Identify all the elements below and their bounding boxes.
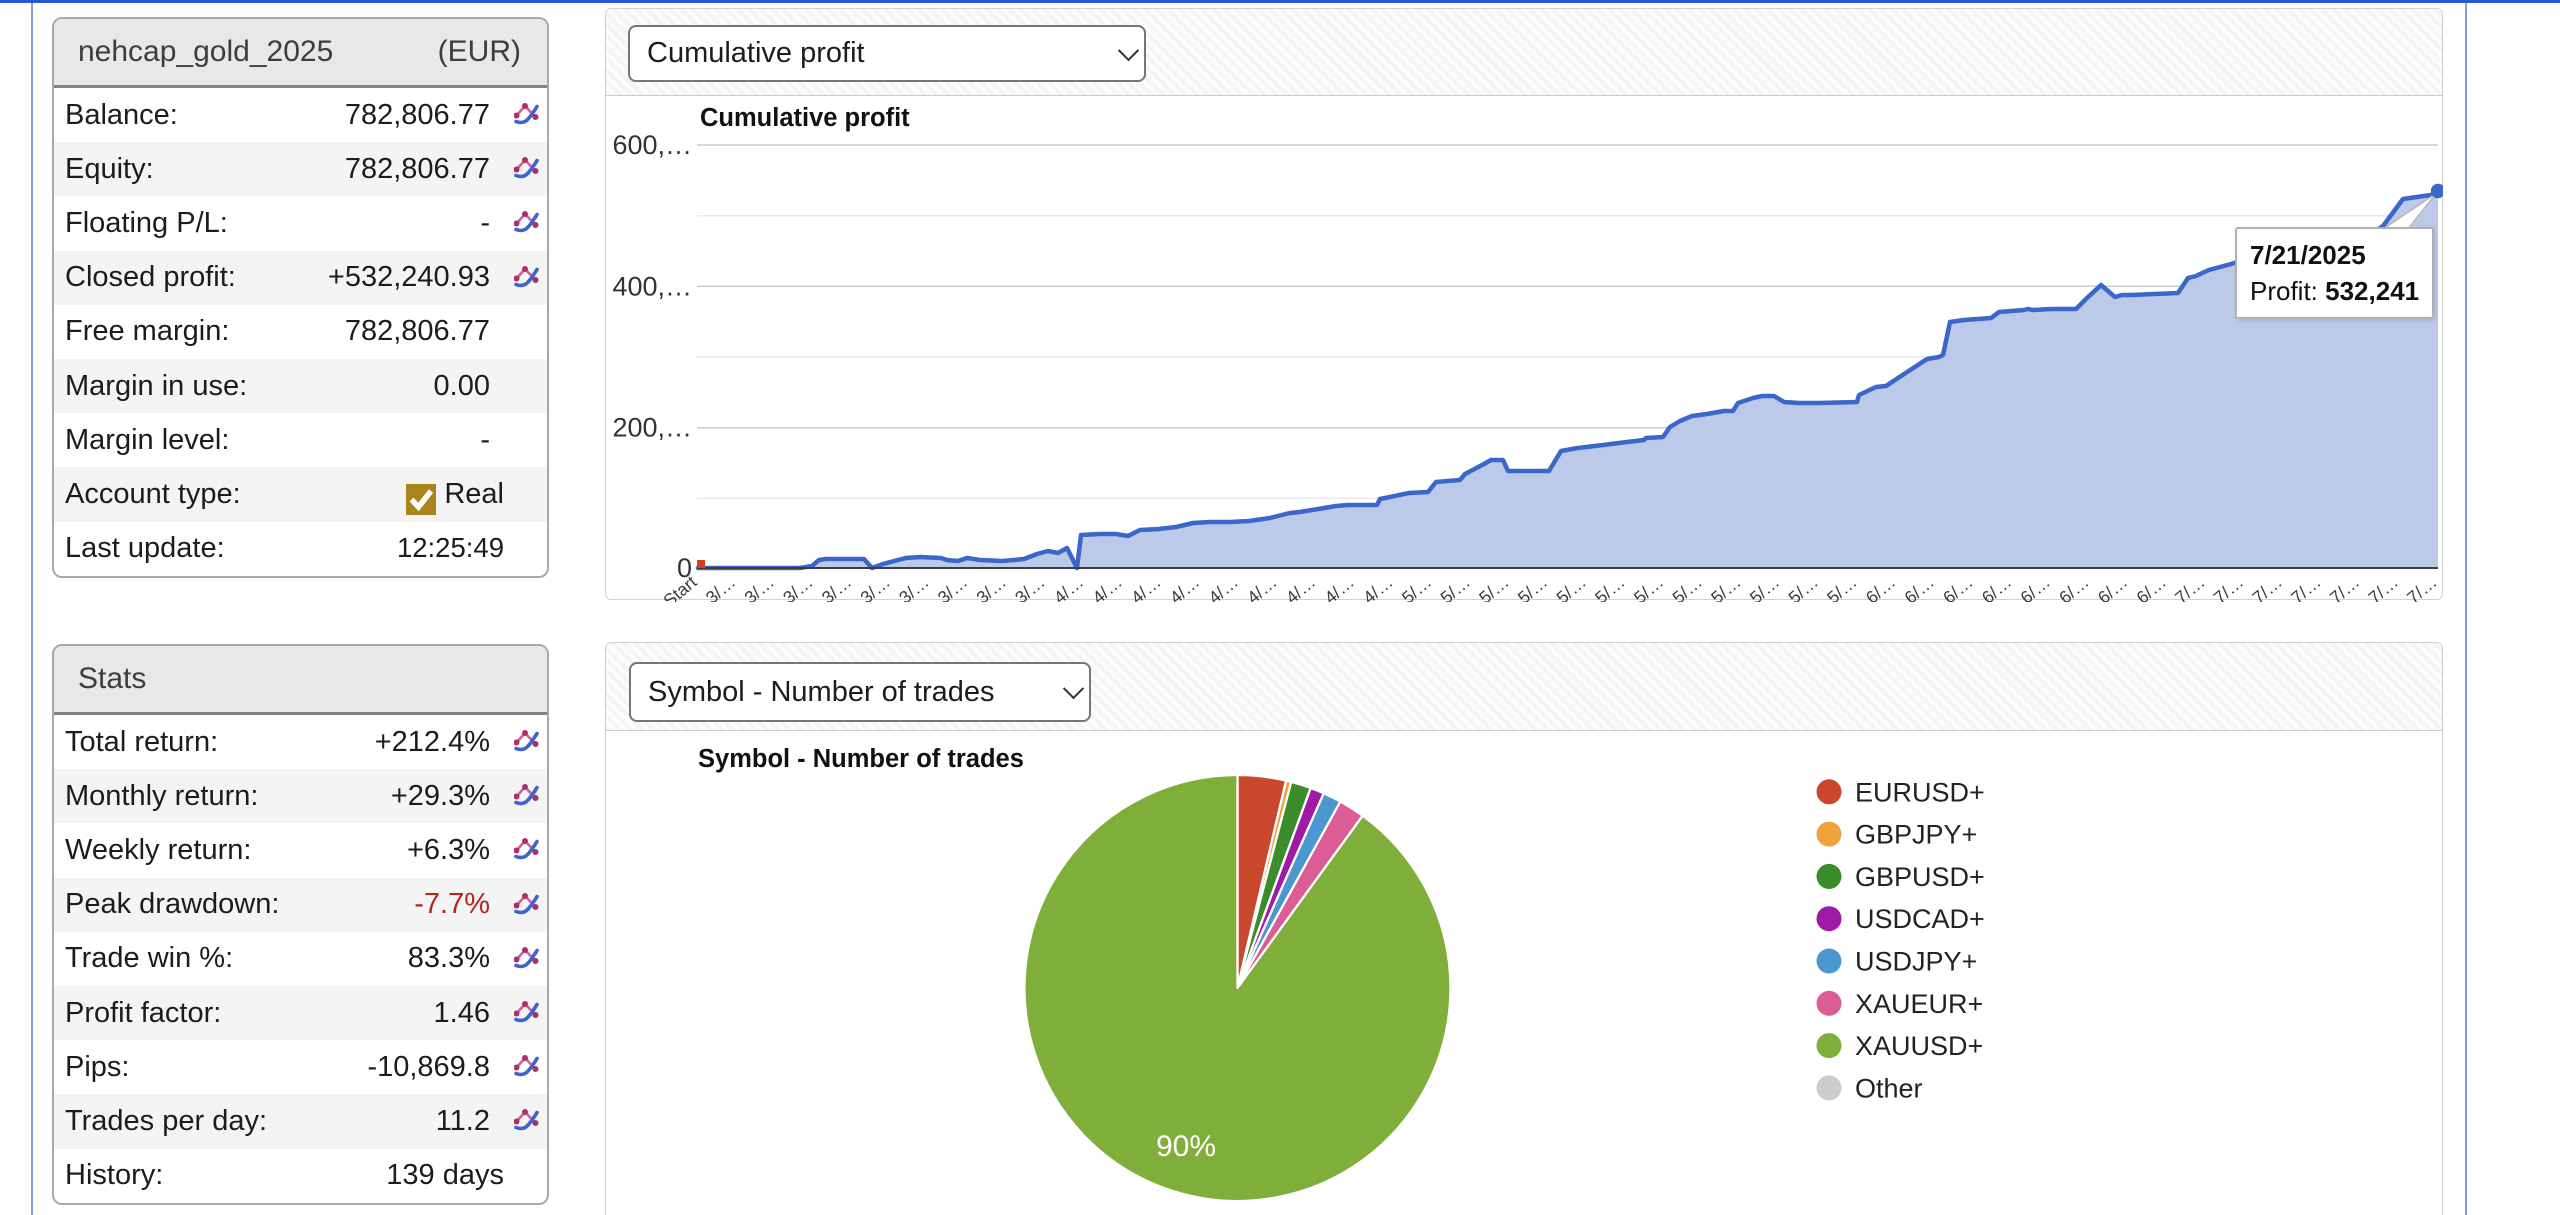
svg-text:5/…: 5/… (1668, 572, 1705, 602)
svg-text:7/…: 7/… (2248, 572, 2285, 602)
svg-text:6/…: 6/… (1939, 572, 1976, 602)
svg-text:GBPJPY+: GBPJPY+ (1855, 820, 1977, 850)
svg-text:7/…: 7/… (2326, 572, 2363, 602)
svg-text:5/…: 5/… (1707, 572, 1744, 602)
svg-text:3/…: 3/… (895, 572, 932, 602)
svg-text:4/…: 4/… (1204, 572, 1241, 602)
svg-text:EURUSD+: EURUSD+ (1855, 777, 1985, 807)
svg-text:5/…: 5/… (1591, 572, 1628, 602)
svg-text:Other: Other (1855, 1073, 1923, 1103)
svg-text:USDCAD+: USDCAD+ (1855, 904, 1985, 934)
svg-text:Symbol - Number of trades: Symbol - Number of trades (698, 745, 1024, 773)
svg-text:5/…: 5/… (1823, 572, 1860, 602)
svg-text:400,…: 400,… (612, 271, 692, 301)
svg-text:4/…: 4/… (1088, 572, 1125, 602)
svg-text:4/…: 4/… (1166, 572, 1203, 602)
svg-text:Cumulative profit: Cumulative profit (700, 104, 910, 132)
svg-text:5/…: 5/… (1514, 572, 1551, 602)
svg-text:6/…: 6/… (2055, 572, 2092, 602)
svg-text:3/…: 3/… (856, 572, 893, 602)
svg-text:6/…: 6/… (2132, 572, 2169, 602)
svg-text:3/…: 3/… (740, 572, 777, 602)
svg-text:5/…: 5/… (1784, 572, 1821, 602)
svg-text:3/…: 3/… (972, 572, 1009, 602)
svg-text:4/…: 4/… (1127, 572, 1164, 602)
svg-text:4/…: 4/… (1282, 572, 1319, 602)
svg-text:7/…: 7/… (2364, 572, 2401, 602)
svg-text:GBPUSD+: GBPUSD+ (1855, 862, 1985, 892)
svg-text:5/…: 5/… (1475, 572, 1512, 602)
svg-text:7/…: 7/… (2287, 572, 2324, 602)
svg-text:5/…: 5/… (1398, 572, 1435, 602)
svg-text:5/…: 5/… (1552, 572, 1589, 602)
svg-text:7/…: 7/… (2403, 572, 2440, 602)
svg-text:USDJPY+: USDJPY+ (1855, 947, 1977, 977)
svg-text:3/…: 3/… (934, 572, 971, 602)
svg-text:4/…: 4/… (1320, 572, 1357, 602)
svg-text:6/…: 6/… (1900, 572, 1937, 602)
svg-text:3/…: 3/… (702, 572, 739, 602)
svg-text:4/…: 4/… (1050, 572, 1087, 602)
svg-text:3/…: 3/… (779, 572, 816, 602)
svg-text:7/…: 7/… (2171, 572, 2208, 602)
svg-text:600,…: 600,… (612, 130, 692, 160)
svg-text:6/…: 6/… (1978, 572, 2015, 602)
svg-text:5/…: 5/… (1630, 572, 1667, 602)
svg-text:6/…: 6/… (2016, 572, 2053, 602)
svg-text:4/…: 4/… (1243, 572, 1280, 602)
svg-text:7/…: 7/… (2210, 572, 2247, 602)
svg-text:5/…: 5/… (1746, 572, 1783, 602)
svg-text:5/…: 5/… (1436, 572, 1473, 602)
svg-text:6/…: 6/… (2094, 572, 2131, 602)
svg-text:4/…: 4/… (1359, 572, 1396, 602)
svg-text:6/…: 6/… (1862, 572, 1899, 602)
svg-text:XAUUSD+: XAUUSD+ (1855, 1031, 1983, 1061)
svg-text:90%: 90% (1156, 1130, 1216, 1163)
svg-text:XAUEUR+: XAUEUR+ (1855, 989, 1983, 1019)
svg-text:3/…: 3/… (818, 572, 855, 602)
svg-text:200,…: 200,… (612, 413, 692, 443)
svg-text:0: 0 (677, 553, 692, 583)
svg-text:3/…: 3/… (1011, 572, 1048, 602)
